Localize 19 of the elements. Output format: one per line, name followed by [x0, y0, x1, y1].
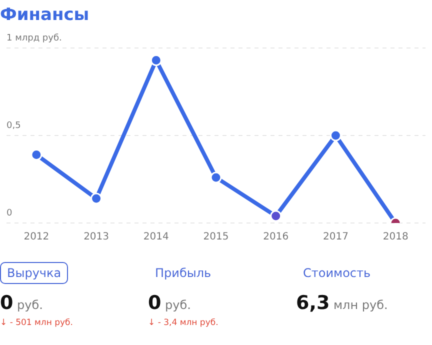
text: 0 руб. — [148, 292, 192, 314]
y-tick-label: 0 — [6, 208, 12, 218]
x-tick-label: 2015 — [203, 232, 229, 243]
text: ↓ - 501 млн руб. — [0, 318, 73, 328]
x-tick-label: 2012 — [24, 232, 50, 243]
category-label: Выручка — [0, 262, 68, 284]
x-tick-label: 2014 — [143, 232, 169, 243]
x-tick-label: 2013 — [84, 232, 110, 243]
category-label: Прибыль — [154, 265, 212, 282]
x-tick-label: 2016 — [263, 232, 289, 243]
y-tick-label: 1 млрд руб. — [6, 33, 62, 44]
x-tick-label: 2018 — [382, 232, 408, 243]
text: 0 руб. — [0, 292, 44, 314]
text: ↓ - 3,4 млн руб. — [148, 318, 218, 328]
text: 6,3 млн руб. — [296, 292, 388, 314]
category-label: Стоимость — [302, 265, 372, 282]
chart-title: Финансы — [0, 5, 90, 25]
y-tick-label: 0,5 — [6, 120, 21, 131]
x-tick-label: 2017 — [322, 232, 348, 243]
